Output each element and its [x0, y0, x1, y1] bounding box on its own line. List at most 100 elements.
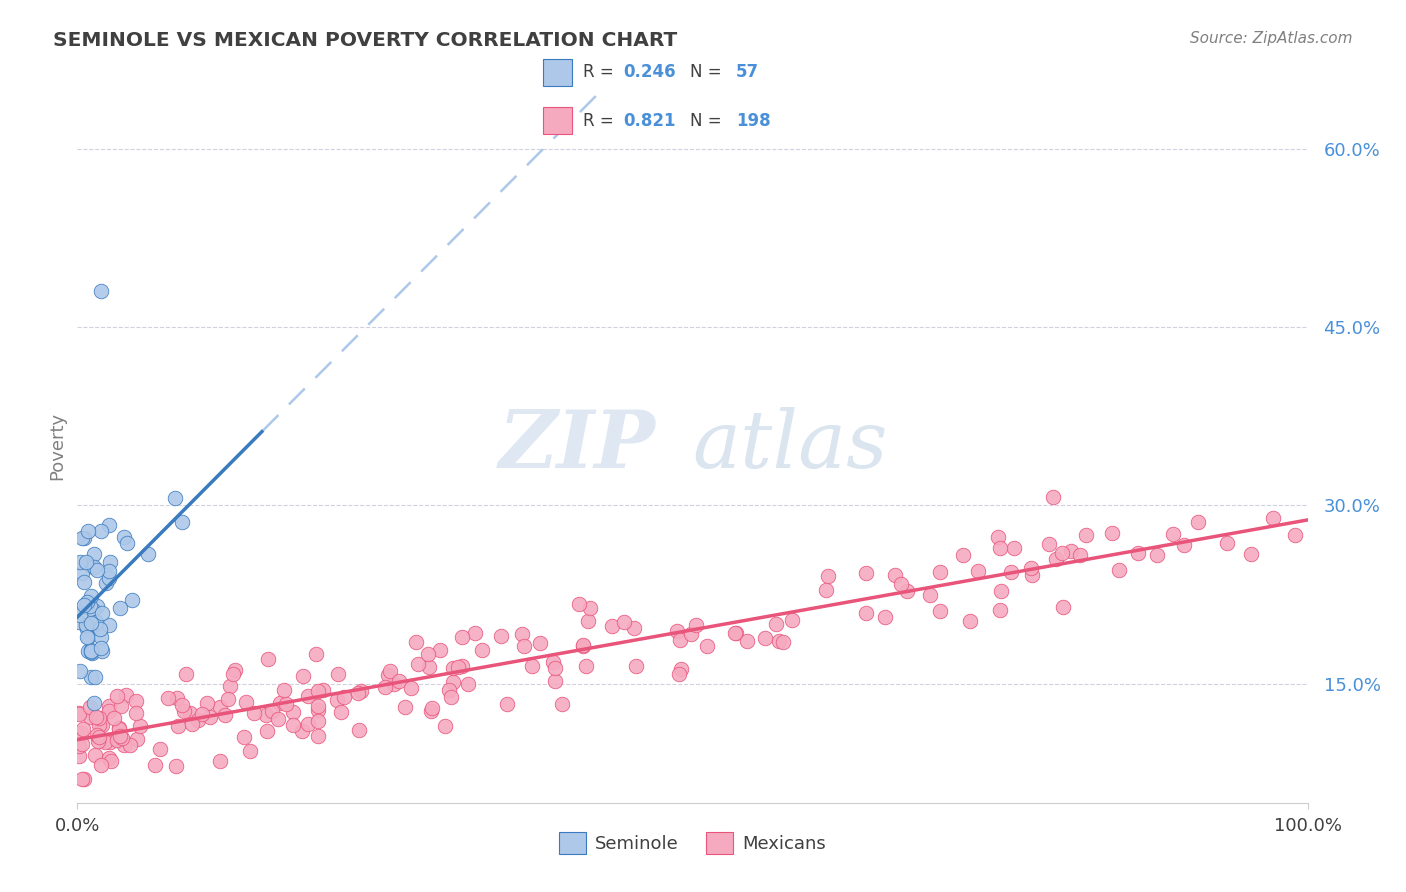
Point	[873, 609, 896, 624]
Point	[224, 664, 246, 678]
Point	[76, 524, 98, 538]
Point	[87, 730, 110, 744]
Point	[768, 634, 790, 648]
Point	[77, 630, 100, 644]
Point	[1187, 515, 1209, 529]
Point	[232, 731, 254, 745]
Point	[276, 698, 298, 712]
Point	[80, 642, 103, 657]
Point	[928, 565, 950, 579]
Point	[67, 615, 90, 630]
Point	[90, 285, 112, 299]
Point	[89, 622, 111, 636]
Point	[110, 698, 132, 713]
Point	[72, 772, 94, 786]
Point	[418, 659, 440, 673]
Point	[883, 568, 905, 582]
Point	[1069, 549, 1091, 563]
Point	[543, 673, 565, 688]
Point	[90, 641, 112, 656]
Point	[510, 626, 533, 640]
Point	[166, 719, 188, 733]
Point	[79, 620, 101, 634]
Point	[170, 516, 193, 530]
Point	[80, 646, 103, 660]
Point	[97, 705, 120, 719]
Point	[75, 555, 97, 569]
Point	[94, 576, 117, 591]
Text: 0.246: 0.246	[624, 63, 676, 81]
Point	[330, 705, 353, 719]
Point	[572, 639, 595, 653]
Text: N =: N =	[690, 112, 727, 129]
Point	[668, 667, 690, 681]
Point	[441, 661, 464, 675]
Point	[1052, 600, 1074, 615]
Point	[394, 699, 416, 714]
Point	[551, 697, 574, 711]
Point	[87, 711, 110, 725]
Point	[217, 692, 239, 706]
Point	[243, 706, 266, 721]
Point	[1038, 536, 1060, 550]
Point	[685, 618, 707, 632]
Point	[388, 674, 411, 689]
Point	[457, 677, 479, 691]
Point	[1076, 527, 1098, 541]
Point	[416, 647, 439, 661]
Point	[90, 606, 112, 620]
Point	[772, 635, 794, 649]
Text: atlas: atlas	[693, 408, 887, 484]
Point	[307, 714, 329, 728]
Point	[406, 657, 429, 671]
Point	[374, 681, 396, 695]
Point	[166, 691, 188, 706]
Point	[464, 625, 486, 640]
Point	[80, 645, 103, 659]
Point	[67, 749, 90, 764]
Point	[97, 518, 120, 533]
Point	[626, 658, 648, 673]
Point	[214, 708, 236, 723]
Point	[896, 584, 918, 599]
Point	[79, 700, 101, 714]
Point	[1284, 528, 1306, 542]
Point	[98, 734, 121, 748]
Point	[855, 606, 877, 620]
Point	[103, 711, 125, 725]
Point	[326, 693, 349, 707]
Point	[257, 652, 280, 666]
Point	[72, 723, 94, 737]
Point	[450, 630, 472, 644]
Point	[541, 656, 564, 670]
Point	[297, 717, 319, 731]
Point	[471, 643, 494, 657]
Point	[83, 696, 105, 710]
Point	[136, 547, 159, 561]
Point	[613, 615, 636, 630]
Point	[1021, 567, 1043, 582]
Point	[440, 690, 463, 704]
Point	[98, 555, 121, 569]
Point	[578, 601, 600, 615]
Point	[76, 643, 98, 657]
Point	[920, 588, 942, 602]
Point	[990, 583, 1012, 598]
Point	[437, 683, 460, 698]
Point	[79, 616, 101, 631]
Point	[1146, 548, 1168, 562]
Point	[110, 601, 132, 615]
Point	[83, 560, 105, 574]
Point	[67, 739, 90, 753]
Point	[952, 548, 974, 562]
Point	[1050, 546, 1073, 560]
Point	[568, 598, 591, 612]
Point	[165, 758, 187, 772]
Point	[451, 659, 474, 673]
Point	[269, 697, 291, 711]
Point	[349, 723, 371, 737]
Point	[90, 631, 112, 645]
Point	[1060, 543, 1083, 558]
Point	[86, 563, 108, 577]
Point	[544, 661, 567, 675]
